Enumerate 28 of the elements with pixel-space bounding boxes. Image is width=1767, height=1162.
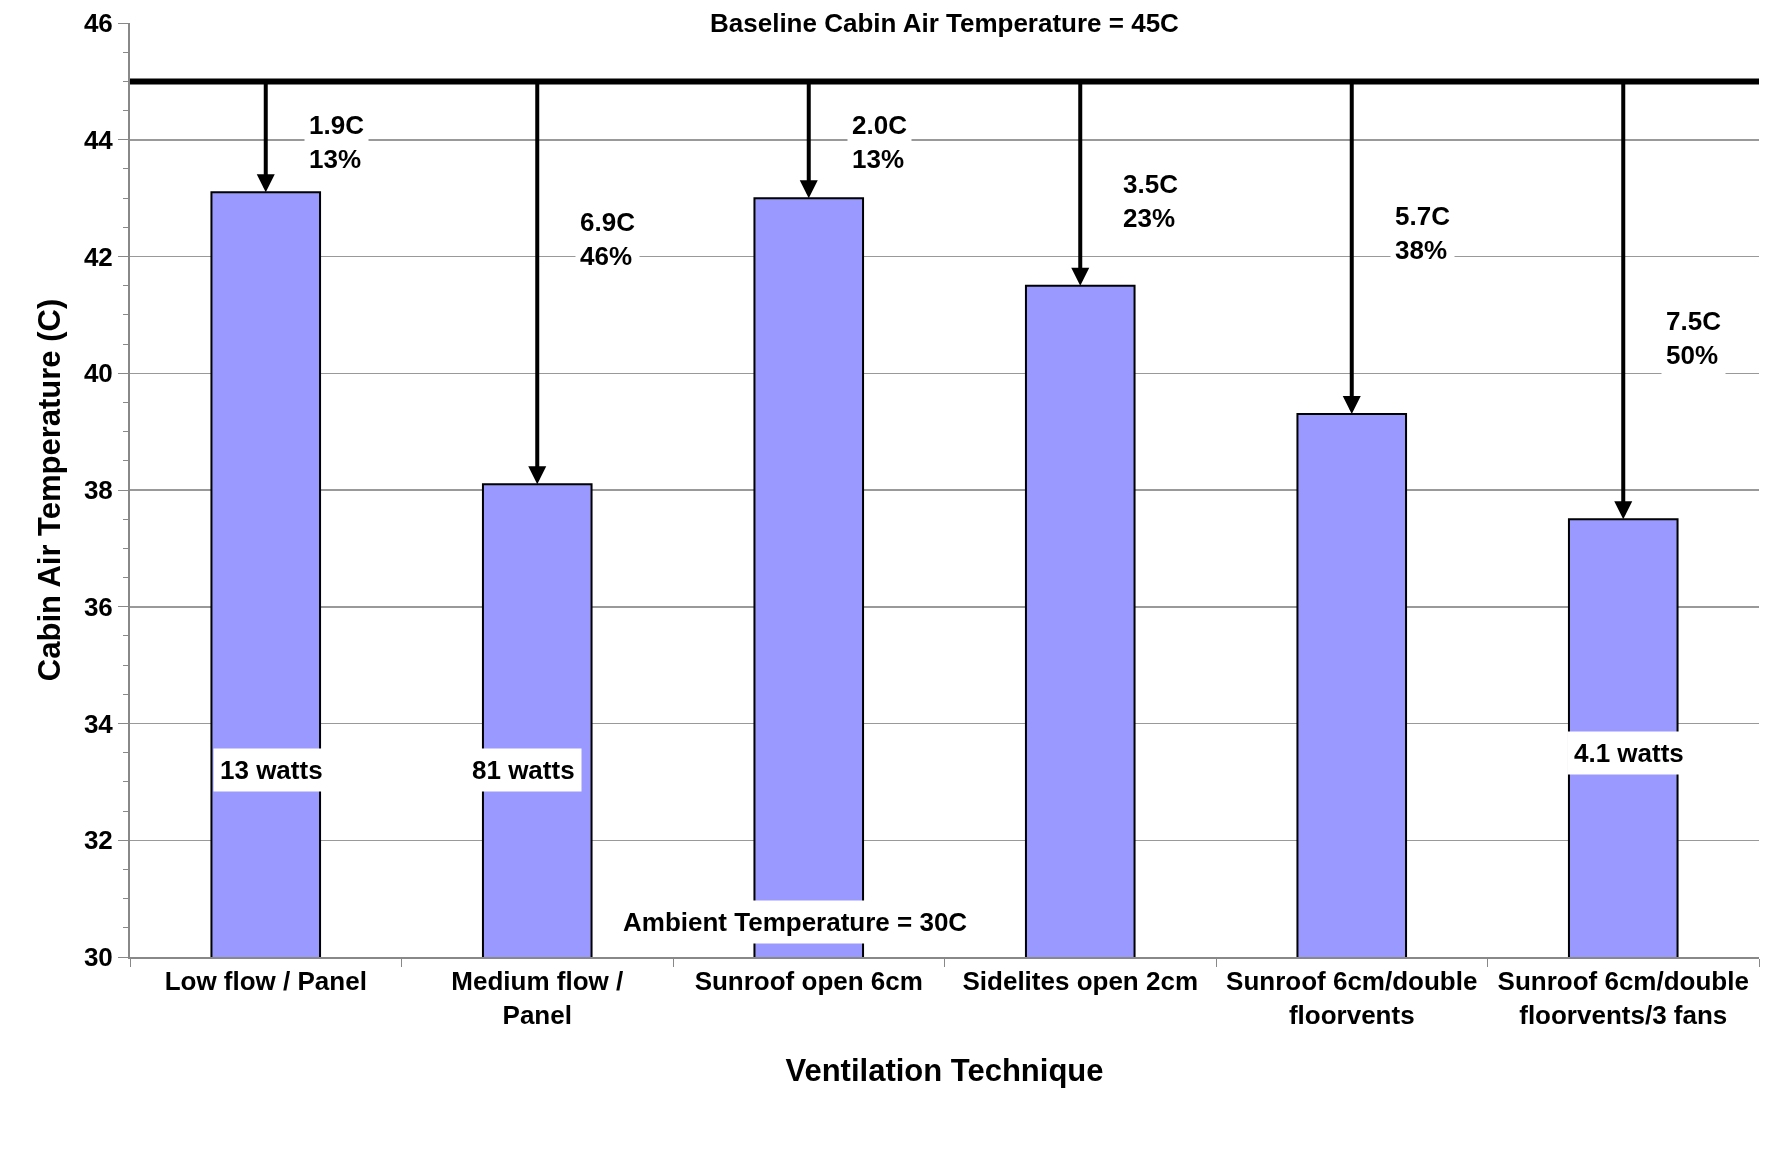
annotation: 3.5C 23%: [1123, 169, 1179, 233]
annotation: Ambient Temperature = 30C: [623, 907, 968, 937]
x-axis-title: Ventilation Technique: [785, 1052, 1104, 1088]
x-tick-label: Sunroof 6cm/double floorvents/3 fans: [1497, 966, 1749, 1030]
y-tick-label: 34: [83, 708, 114, 739]
annotation: 5.7C 38%: [1395, 201, 1451, 265]
x-tick-label: Sunroof 6cm/double floorvents: [1226, 966, 1478, 1030]
y-tick-label: 46: [83, 8, 113, 39]
annotation: 2.0C 13%: [852, 110, 908, 174]
annotation: 7.5C 50%: [1666, 306, 1722, 370]
y-axis-title: Cabin Air Temperature (C): [32, 298, 68, 682]
x-tick-label: Sidelites open 2cm: [962, 966, 1199, 997]
annotation: 13 watts: [220, 755, 323, 785]
annotation: 81 watts: [472, 755, 575, 785]
annotation: 4.1 watts: [1574, 738, 1684, 768]
y-tick-label: 40: [83, 358, 113, 389]
annotation: 1.9C 13%: [309, 110, 365, 174]
y-tick-label: 30: [83, 942, 113, 973]
y-tick-label: 32: [83, 825, 113, 856]
y-tick-label: 42: [83, 241, 113, 272]
ref-line-label: Baseline Cabin Air Temperature = 45C: [710, 8, 1180, 38]
y-tick-label: 36: [83, 591, 113, 622]
x-tick-label: Low flow / Panel: [164, 966, 367, 997]
y-tick-label: 44: [83, 124, 114, 155]
annotation: 6.9C 46%: [580, 207, 636, 271]
x-tick-label: Medium flow / Panel: [451, 966, 624, 1030]
x-tick-label: Sunroof open 6cm: [694, 966, 923, 997]
y-tick-label: 38: [83, 475, 113, 506]
